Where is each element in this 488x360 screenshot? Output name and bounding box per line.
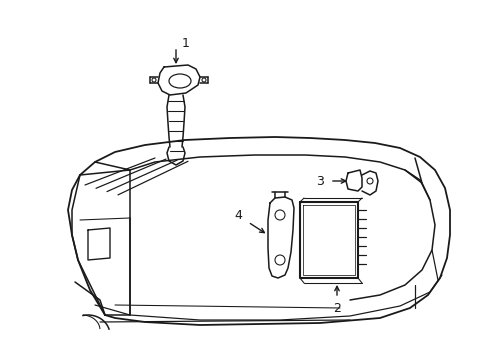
Text: 3: 3 [315,175,323,188]
Text: 1: 1 [182,36,189,50]
Text: 2: 2 [332,302,340,315]
Text: 4: 4 [234,208,242,221]
